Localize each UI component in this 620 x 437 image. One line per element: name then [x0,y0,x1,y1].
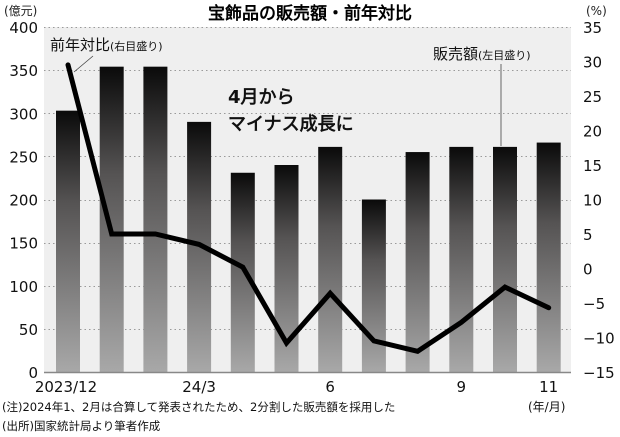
left-tick-label: 250 [9,148,38,166]
right-tick-label: −15 [583,364,615,382]
bar [361,199,386,372]
source-line: (出所)国家統計局より筆者作成 [2,419,161,433]
plot-area [44,27,571,372]
right-tick-label: 35 [583,19,602,37]
x-tick-label: 24/3 [182,378,216,396]
line-series-label: 前年対比(右目盛り) [50,36,163,54]
bar [99,66,124,373]
line-series-leader [73,55,94,73]
right-axis-unit: (%) [586,4,607,18]
bar-series-label-sub: (左目盛り) [478,48,531,62]
annotation-line-2: マイナス成長に [228,113,354,135]
bar-series-label: 販売額(左目盛り) [433,45,531,63]
left-tick-label: 0 [28,364,38,382]
left-tick-label: 400 [9,19,38,37]
left-tick-label: 150 [9,235,38,253]
x-axis-unit: (年/月) [528,400,566,414]
bar [493,146,517,372]
x-axis-ticks: 2023/12 24/3 6 9 11 [35,378,558,396]
right-tick-label: 20 [583,123,602,141]
x-tick-label: 2023/12 [35,378,97,396]
bar [318,146,343,372]
right-tick-label: 10 [583,192,602,210]
chart-title: 宝飾品の販売額・前年対比 [208,3,412,24]
bar [405,152,430,372]
x-tick-label: 11 [539,378,558,396]
bar [56,110,80,372]
left-tick-label: 100 [9,278,38,296]
x-tick-label: 9 [457,378,467,396]
x-tick-label: 6 [325,378,335,396]
left-axis-unit: (億元) [4,4,37,18]
right-tick-label: 30 [583,54,602,72]
right-tick-label: 0 [583,261,593,279]
yoy-line [65,62,552,354]
footnotes: (注)2024年1、2月は合算して発表されたため、2分割した販売額を採用した (… [2,398,395,436]
right-tick-label: −5 [583,295,605,313]
left-tick-label: 350 [9,62,38,80]
bar [449,146,474,372]
annotation-line-1: 4月から [228,87,295,108]
line-series-label-sub: (右目盛り) [110,39,163,53]
right-tick-label: −10 [583,330,615,348]
bar [230,172,255,372]
right-tick-label: 25 [583,88,602,106]
left-axis-ticks: 0 50 100 150 200 250 300 350 400 [9,19,38,382]
right-axis-ticks: −15 −10 −5 0 5 10 15 20 25 30 35 [583,19,615,382]
note-line: (注)2024年1、2月は合算して発表されたため、2分割した販売額を採用した [2,400,396,414]
bar [536,142,561,372]
line-series-label-main: 前年対比 [50,36,110,54]
left-tick-label: 200 [9,192,38,210]
left-tick-label: 50 [19,321,38,339]
right-tick-label: 15 [583,157,602,175]
right-tick-label: 5 [583,226,593,244]
bar-series-label-main: 販売額 [433,45,478,63]
left-tick-label: 300 [9,105,38,123]
bar [143,66,168,373]
